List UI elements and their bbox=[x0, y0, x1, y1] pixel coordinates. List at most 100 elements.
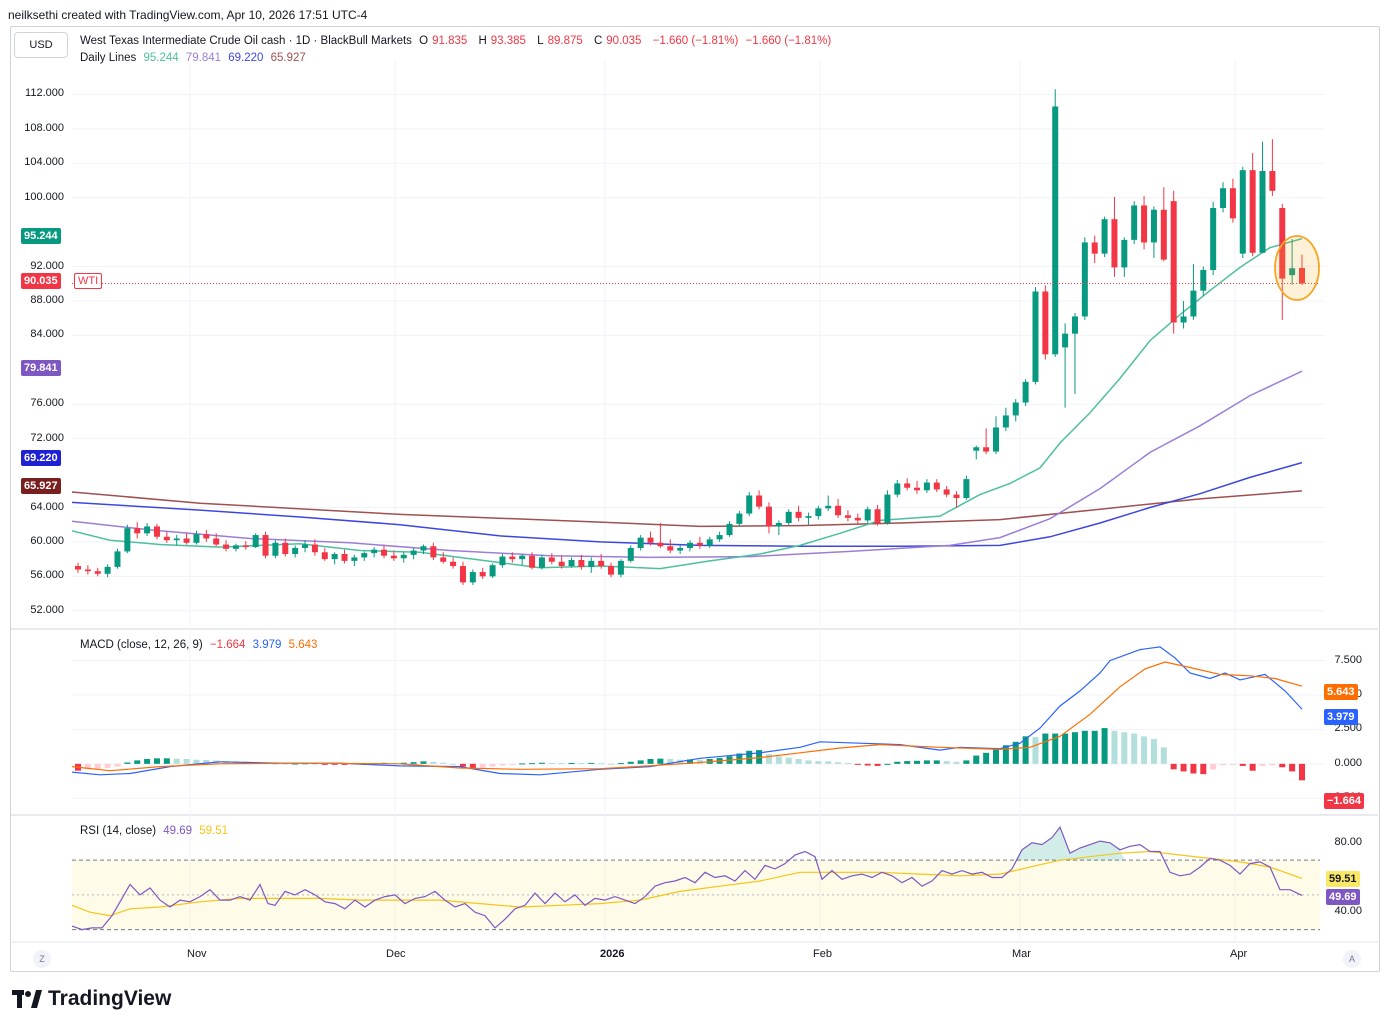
macd-hist-bar bbox=[1210, 763, 1217, 770]
macd-hist-bar bbox=[292, 763, 299, 765]
macd-hist-bar bbox=[1180, 763, 1187, 772]
candle bbox=[84, 565, 91, 575]
macd-hist-bar bbox=[94, 763, 101, 769]
candle bbox=[864, 506, 871, 524]
candle bbox=[519, 553, 526, 566]
candle bbox=[854, 513, 861, 525]
macd-hist-bar bbox=[1022, 736, 1029, 764]
high-value: 93.385 bbox=[490, 35, 526, 47]
macd-hist-bar bbox=[993, 749, 999, 764]
candle bbox=[341, 549, 348, 564]
candle bbox=[1111, 196, 1118, 277]
macd-hist-bar bbox=[1032, 737, 1039, 764]
macd-hist-bar bbox=[687, 759, 693, 764]
candle bbox=[973, 445, 980, 460]
macd-hist-bar bbox=[1200, 763, 1207, 775]
rsi-legend[interactable]: RSI (14, close) 49.69 59.51 bbox=[80, 825, 232, 837]
symbol-tag: WTI bbox=[74, 273, 103, 289]
high-label: H bbox=[478, 35, 487, 47]
candle bbox=[835, 498, 842, 518]
candle bbox=[1160, 187, 1167, 262]
candle bbox=[696, 536, 703, 549]
candle bbox=[558, 555, 565, 569]
candle bbox=[371, 547, 378, 558]
rsi-title: RSI (14, close) bbox=[80, 825, 157, 837]
candle bbox=[1081, 237, 1088, 320]
macd-hist-bar bbox=[904, 761, 911, 764]
macd-hist-bar bbox=[736, 753, 743, 764]
candle bbox=[331, 552, 338, 565]
macd-hist-bar bbox=[134, 760, 141, 764]
candle bbox=[647, 531, 654, 546]
time-label-mar: Mar bbox=[1012, 948, 1031, 960]
macd-hist-bar bbox=[124, 762, 131, 764]
candle bbox=[469, 569, 476, 585]
rsi-line bbox=[71, 825, 1303, 931]
macd-hist-bar bbox=[163, 758, 170, 764]
time-label-dec: Dec bbox=[386, 948, 406, 960]
candle bbox=[292, 545, 299, 558]
candle bbox=[805, 512, 812, 525]
candle bbox=[1200, 266, 1207, 296]
price-tick-label: 84.000 bbox=[30, 328, 64, 341]
zoom-reset-button[interactable]: Z bbox=[33, 950, 51, 968]
macd-hist-bar bbox=[805, 760, 812, 764]
candle bbox=[1249, 152, 1256, 257]
macd-hist-bar bbox=[825, 761, 832, 764]
close-value: 90.035 bbox=[606, 35, 642, 47]
candle bbox=[538, 554, 545, 570]
candle bbox=[963, 475, 970, 500]
candle bbox=[775, 520, 782, 536]
candle bbox=[894, 479, 901, 498]
time-label-apr: Apr bbox=[1230, 948, 1248, 960]
macd-hist-bar bbox=[1002, 745, 1009, 764]
macd-hist-bar bbox=[440, 762, 447, 764]
macd-hist-bar bbox=[617, 763, 624, 765]
change-value-2: −1.660 (−1.81%) bbox=[745, 35, 832, 47]
macd-hist-bar bbox=[538, 762, 545, 764]
symbol-title[interactable]: West Texas Intermediate Crude Oil cash ·… bbox=[80, 35, 412, 47]
candle bbox=[923, 479, 930, 493]
highlight-circle bbox=[1274, 235, 1320, 301]
candle bbox=[410, 547, 417, 560]
candle bbox=[479, 567, 486, 579]
candle bbox=[1180, 300, 1187, 329]
candle bbox=[430, 542, 437, 561]
daily-lines-legend[interactable]: Daily Lines 95.244 79.841 69.220 65.927 bbox=[80, 52, 310, 64]
macd-hist-bar bbox=[282, 763, 289, 765]
macd-hist-bar bbox=[815, 761, 822, 764]
macd-hist-bar bbox=[765, 754, 772, 764]
candle bbox=[716, 531, 723, 542]
ma200-tag: 65.927 bbox=[21, 478, 61, 494]
macd-hist-bar bbox=[1052, 733, 1059, 764]
currency-button[interactable]: USD bbox=[14, 32, 68, 58]
candle bbox=[529, 552, 536, 570]
candle bbox=[765, 502, 772, 534]
macd-hist-bar bbox=[746, 750, 753, 764]
candle bbox=[588, 557, 595, 573]
candle bbox=[232, 543, 239, 552]
macd-hist-bar bbox=[1259, 763, 1266, 766]
candle bbox=[390, 550, 397, 561]
candle bbox=[94, 567, 101, 577]
candle bbox=[637, 535, 644, 551]
candle bbox=[825, 495, 832, 511]
macd-hist-tag: −1.664 bbox=[1324, 793, 1364, 809]
candle bbox=[213, 533, 220, 547]
macd-hist-bar bbox=[104, 763, 111, 768]
macd-legend[interactable]: MACD (close, 12, 26, 9) −1.664 3.979 5.6… bbox=[80, 639, 321, 651]
candle bbox=[1071, 313, 1078, 394]
macd-hist-bar bbox=[953, 761, 960, 764]
candle bbox=[1032, 287, 1039, 385]
candle bbox=[1170, 190, 1177, 334]
candle bbox=[617, 559, 624, 578]
macd-hist-bar bbox=[1062, 733, 1069, 764]
auto-scale-button[interactable]: A bbox=[1343, 950, 1361, 968]
macd-hist-bar bbox=[598, 763, 605, 765]
macd-tick-label: 2.500 bbox=[1334, 722, 1362, 735]
candle bbox=[904, 478, 911, 491]
time-label-2026: 2026 bbox=[600, 948, 625, 960]
grid bbox=[10, 60, 1378, 943]
overlays bbox=[72, 235, 1320, 301]
